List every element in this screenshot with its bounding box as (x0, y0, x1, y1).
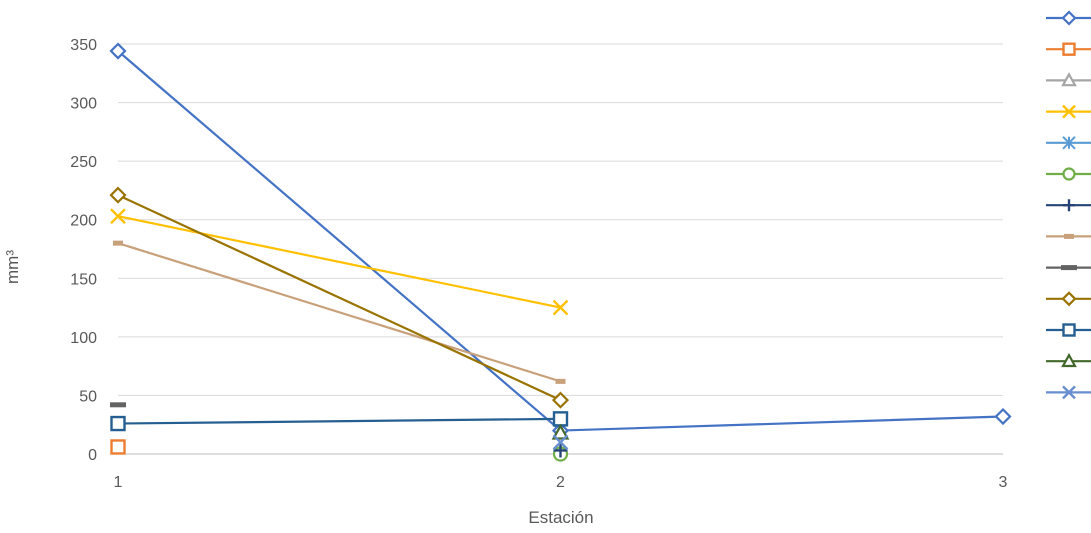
x-axis-tick-labels: 1 2 3 (114, 474, 1008, 491)
marker (555, 378, 566, 384)
marker (1062, 42, 1076, 56)
y-tick-label: 50 (79, 388, 97, 405)
marker-dash (1064, 233, 1074, 239)
marker-x (1062, 385, 1076, 400)
marker-diamond (994, 407, 1012, 426)
marker (110, 208, 126, 225)
marker-diamond (551, 391, 570, 409)
marker-x (552, 434, 569, 451)
marker (1062, 136, 1076, 150)
marker (109, 186, 127, 204)
marker (110, 402, 126, 408)
marker-x (552, 299, 569, 316)
series-line-4 (117, 215, 561, 309)
marker-x (110, 208, 126, 225)
x-axis-title: Estación (528, 508, 593, 527)
legend-item-13 (1046, 385, 1091, 400)
marker (1064, 233, 1074, 239)
gridlines (118, 43, 1003, 455)
marker-diamond (1061, 291, 1077, 307)
marker-diamond (109, 186, 127, 204)
series-markers (109, 42, 1012, 462)
marker-square (1062, 323, 1076, 337)
series-line-1 (117, 50, 1004, 432)
marker (113, 240, 123, 246)
marker-triangle (1061, 352, 1077, 368)
marker (1063, 199, 1075, 212)
marker (110, 415, 126, 432)
marker (1062, 323, 1076, 337)
marker (1061, 291, 1077, 307)
series-lines (117, 50, 1004, 432)
y-tick-label: 350 (70, 37, 97, 54)
marker-square (552, 411, 569, 427)
y-axis-tick-labels: 0 50 100 150 200 250 300 350 (70, 37, 97, 464)
y-tick-label: 200 (70, 213, 97, 230)
marker (552, 434, 569, 451)
marker (1062, 104, 1076, 119)
legend-item-5 (1046, 136, 1091, 150)
marker-square (110, 415, 126, 432)
x-tick-label: 3 (999, 474, 1008, 491)
marker-plus (553, 443, 568, 458)
marker (1062, 167, 1076, 181)
marker-x (1062, 104, 1076, 119)
y-tick-label: 250 (70, 154, 97, 171)
y-tick-label: 150 (70, 271, 97, 288)
y-tick-label: 0 (88, 447, 97, 464)
marker (552, 299, 569, 316)
marker (1061, 10, 1077, 26)
legend-item-2 (1046, 42, 1091, 56)
legend-item-3 (1046, 72, 1091, 87)
legend-item-11 (1046, 323, 1091, 337)
marker-triangle (551, 423, 570, 440)
marker-square (110, 439, 126, 455)
marker-asterisk (1062, 136, 1076, 150)
x-tick-label: 1 (114, 474, 123, 491)
y-tick-label: 100 (70, 330, 97, 347)
marker (1062, 385, 1076, 400)
legend-item-1 (1046, 10, 1091, 26)
legend-item-6 (1046, 167, 1091, 181)
marker (109, 42, 127, 60)
legend-item-12 (1046, 352, 1091, 368)
series-line-11 (117, 417, 561, 425)
legend-item-10 (1046, 291, 1091, 307)
y-axis-title: mm³ (3, 250, 22, 284)
marker (1061, 352, 1077, 368)
marker-diamond (1061, 10, 1077, 26)
legend-item-9 (1046, 265, 1091, 271)
marker-triangle (1061, 72, 1077, 87)
legend-item-8 (1046, 233, 1091, 239)
marker-plus (1063, 199, 1075, 212)
marker (551, 391, 570, 409)
marker (1061, 265, 1077, 271)
marker-square (1062, 42, 1076, 56)
legend-item-4 (1046, 104, 1091, 119)
marker-long-dash (110, 402, 126, 408)
legend (1046, 10, 1091, 400)
marker (110, 439, 126, 455)
marker-diamond (109, 42, 127, 60)
y-tick-label: 300 (70, 96, 97, 113)
legend-item-7 (1046, 199, 1091, 212)
marker-circle (1062, 167, 1076, 181)
x-tick-label: 2 (556, 474, 565, 491)
marker (1061, 72, 1077, 87)
series-line-10 (117, 194, 561, 402)
marker (551, 423, 570, 440)
marker (994, 407, 1012, 426)
marker-dash (555, 378, 566, 384)
marker (552, 411, 569, 427)
series-line-8 (117, 242, 561, 383)
marker (553, 443, 568, 458)
marker-long-dash (1061, 265, 1077, 271)
marker-dash (113, 240, 123, 246)
